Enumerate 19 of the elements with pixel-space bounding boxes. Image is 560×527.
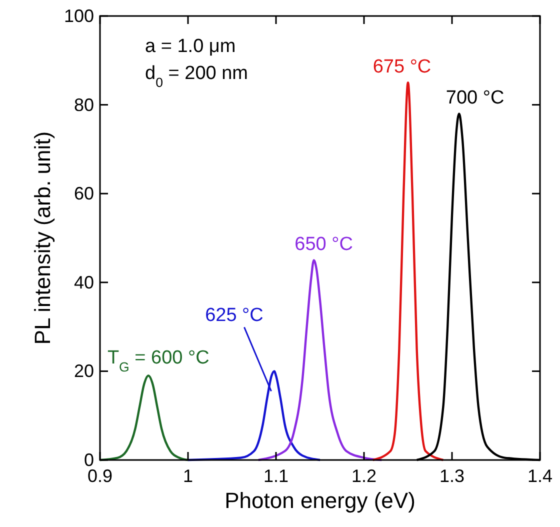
- x-tick-label: 1.3: [439, 466, 465, 486]
- x-tick-label: 1.1: [263, 466, 289, 486]
- series-label: 675 °C: [372, 56, 432, 78]
- y-tick-label: 40: [74, 272, 94, 292]
- y-axis-title: PL intensity (arb. unit): [30, 131, 55, 345]
- y-tick-label: 20: [74, 361, 94, 382]
- x-axis-title: Photon energy (eV): [224, 488, 416, 513]
- x-tick-label: 1: [182, 466, 194, 486]
- y-tick-label: 80: [74, 94, 94, 115]
- x-tick-label: 1.2: [351, 466, 377, 486]
- y-tick-label: 100: [64, 6, 94, 26]
- annotation: a = 1.0 μm: [145, 36, 236, 57]
- annotation: d$_{0}$ = 200 nm: [145, 63, 248, 90]
- series-label: 650 °C: [294, 234, 353, 256]
- series-label: T$_{G}$ = 600 °C: [107, 348, 210, 374]
- text: 625 °C: [205, 305, 264, 326]
- x-tick-label: 1.4: [527, 466, 553, 486]
- y-tick-label: 60: [74, 184, 94, 204]
- legend-label: 700 °C: [446, 88, 504, 109]
